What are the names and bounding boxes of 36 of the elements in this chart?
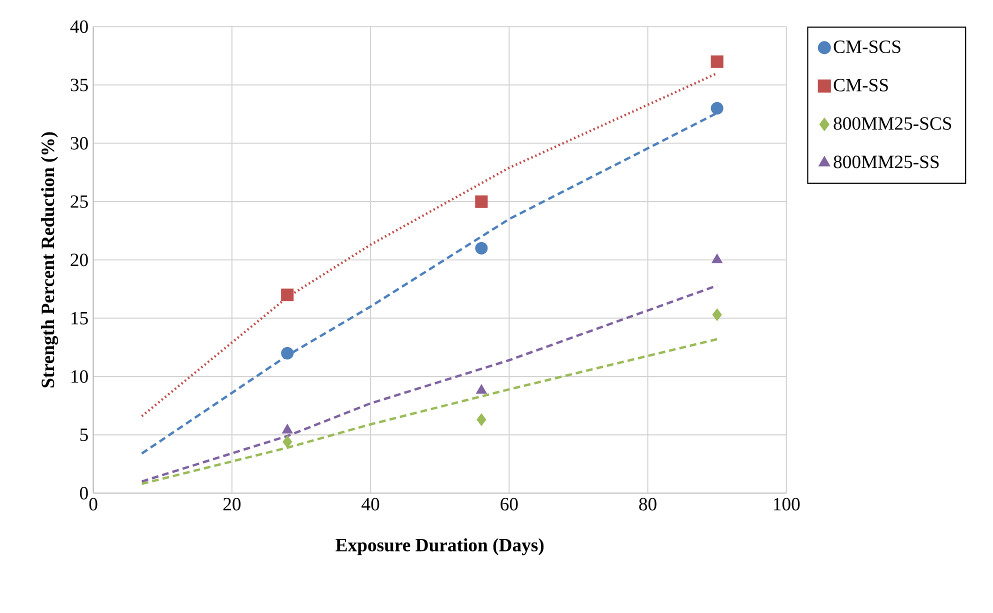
- x-tick-label: 60: [500, 498, 518, 510]
- x-axis-title: Exposure Duration (Days): [336, 538, 544, 556]
- point: [476, 384, 487, 394]
- point: [281, 288, 294, 302]
- point: [710, 102, 724, 115]
- point: [712, 308, 722, 321]
- legend-label: 800MM25-SS: [834, 156, 939, 168]
- point: [282, 436, 292, 448]
- legend-label: 800MM25-SCS: [834, 117, 952, 130]
- line-series: [140, 338, 718, 485]
- point: [476, 413, 486, 426]
- y-tick-label: 30: [70, 136, 88, 150]
- x-tick-label: 20: [223, 498, 241, 510]
- x-tick-label: 0: [89, 498, 98, 510]
- x-tick-label: 40: [362, 498, 380, 510]
- point: [712, 254, 723, 264]
- point: [710, 55, 724, 68]
- legend-label: CM-SCS: [834, 40, 900, 54]
- y-axis-title: Strength Percent Reduction (%): [41, 132, 58, 388]
- y-tick-label: 10: [72, 370, 88, 383]
- point: [475, 195, 488, 208]
- point: [281, 346, 294, 360]
- y-tick-label: 5: [80, 428, 88, 441]
- y-tick-label: 20: [70, 254, 88, 266]
- point: [475, 242, 488, 254]
- y-tick-label: 0: [80, 486, 88, 500]
- y-tick-label: 25: [70, 195, 88, 208]
- line-series: [140, 284, 718, 483]
- point: [282, 424, 293, 434]
- x-tick-label: 80: [639, 498, 656, 510]
- y-tick-label: 35: [70, 78, 88, 92]
- legend-label: CM-SS: [834, 78, 888, 92]
- y-tick-label: 40: [70, 20, 88, 33]
- y-tick-label: 15: [72, 312, 88, 324]
- line-series: [140, 72, 718, 418]
- x-tick-label: 100: [774, 498, 800, 510]
